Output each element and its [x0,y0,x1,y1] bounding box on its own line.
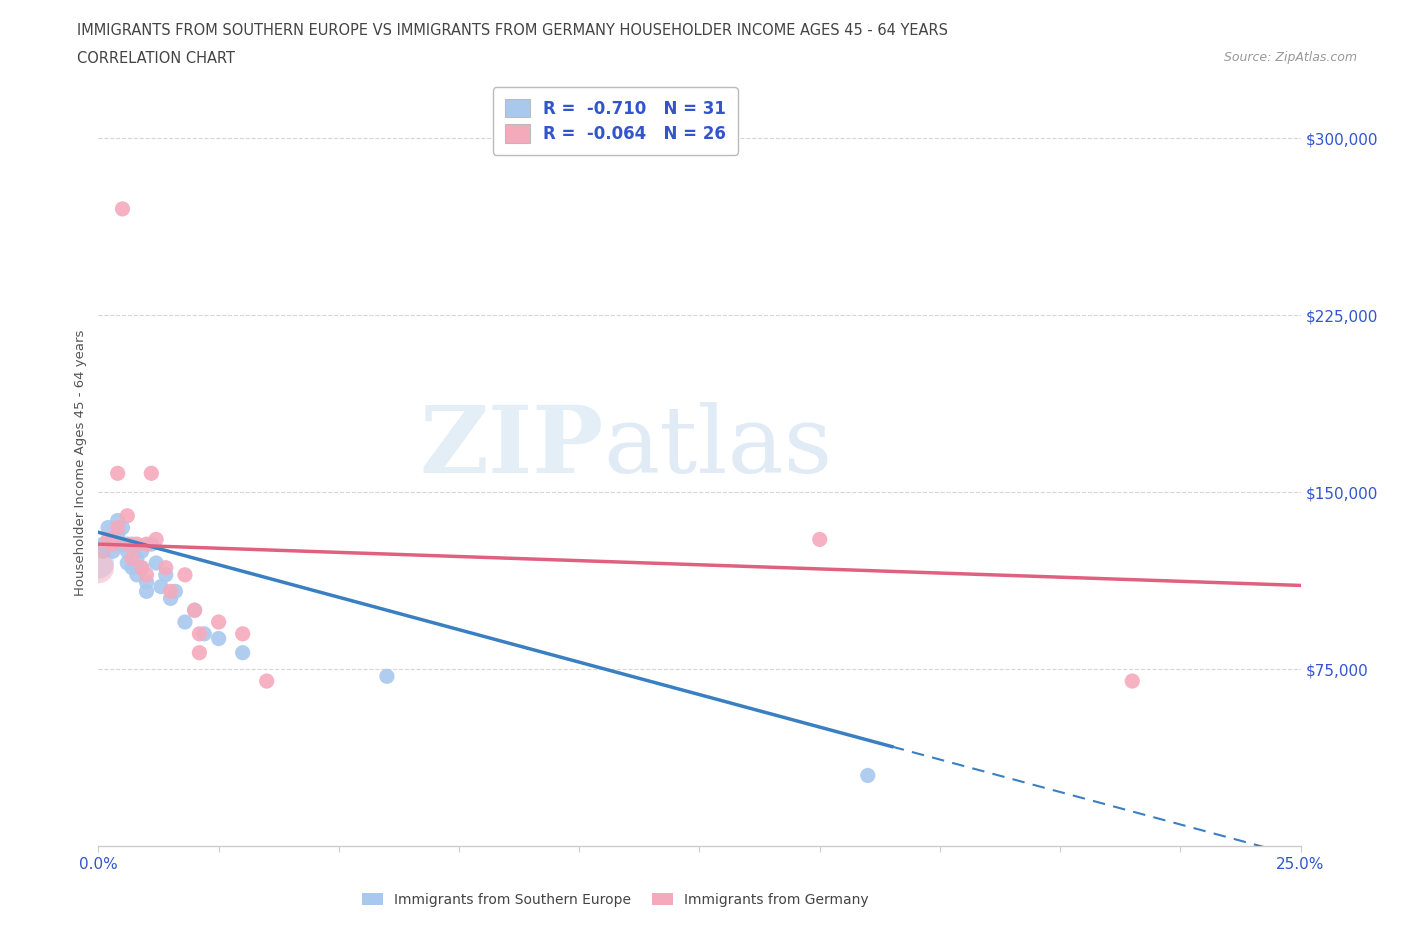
Point [121,551,143,565]
Point [188,645,211,660]
Point [856,768,879,783]
Point [97,532,120,547]
Text: Source: ZipAtlas.com: Source: ZipAtlas.com [1223,51,1357,64]
Point [117,509,139,524]
Point [101,537,124,551]
Point [91,537,114,551]
Point [232,627,254,642]
Point [174,615,197,630]
Y-axis label: Householder Income Ages 45 - 64 years: Householder Income Ages 45 - 64 years [75,329,87,596]
Point [97,520,120,535]
Point [87,555,110,570]
Point [117,555,139,570]
Text: ZIP: ZIP [419,403,603,492]
Point [145,555,167,570]
Point [131,544,153,559]
Point [145,532,167,547]
Point [193,627,215,642]
Point [111,537,134,551]
Point [135,584,157,599]
Point [159,584,181,599]
Point [159,591,181,605]
Point [135,537,157,551]
Point [256,673,278,688]
Point [101,544,124,559]
Point [121,560,143,575]
Point [208,615,231,630]
Point [155,560,177,575]
Point [101,532,124,547]
Point [135,575,157,590]
Point [107,513,129,528]
Point [155,567,177,582]
Point [125,551,148,565]
Point [107,527,129,542]
Point [91,544,114,559]
Point [183,603,205,618]
Point [165,584,187,599]
Point [141,466,163,481]
Legend: Immigrants from Southern Europe, Immigrants from Germany: Immigrants from Southern Europe, Immigra… [357,887,875,912]
Point [1121,673,1143,688]
Point [125,537,148,551]
Point [111,202,134,217]
Point [117,544,139,559]
Point [808,532,831,547]
Point [208,631,231,646]
Point [141,537,163,551]
Text: CORRELATION CHART: CORRELATION CHART [77,51,235,66]
Point [117,537,139,551]
Point [111,520,134,535]
Point [135,567,157,582]
Point [375,669,398,684]
Text: atlas: atlas [603,403,832,492]
Point [183,603,205,618]
Point [121,537,143,551]
Point [107,466,129,481]
Point [131,560,153,575]
Point [149,579,172,594]
Point [232,645,254,660]
Point [87,560,110,575]
Point [131,560,153,575]
Point [174,567,197,582]
Point [188,627,211,642]
Point [107,520,129,535]
Point [125,567,148,582]
Text: IMMIGRANTS FROM SOUTHERN EUROPE VS IMMIGRANTS FROM GERMANY HOUSEHOLDER INCOME AG: IMMIGRANTS FROM SOUTHERN EUROPE VS IMMIG… [77,23,948,38]
